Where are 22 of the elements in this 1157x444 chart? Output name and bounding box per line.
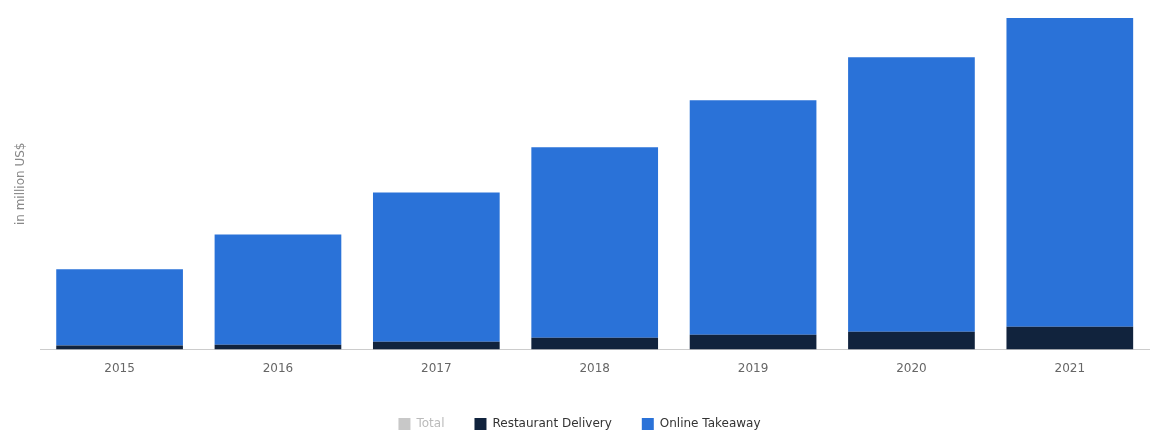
bar (372, 192, 500, 342)
bar (848, 331, 975, 350)
bar (531, 147, 659, 338)
bar (689, 334, 817, 350)
legend-label: Online Takeaway (659, 416, 761, 431)
x-tick-label: 2018 (579, 360, 610, 375)
bar (1006, 18, 1134, 327)
bar (848, 57, 975, 332)
bar (1006, 326, 1134, 350)
bar (689, 100, 817, 335)
bar (56, 269, 183, 346)
x-tick-label: 2019 (737, 360, 769, 375)
y-axis-title: in million US$ (13, 142, 28, 226)
legend-label: Total (415, 416, 445, 431)
x-tick-label: 2015 (104, 360, 135, 375)
bar (214, 234, 342, 345)
x-tick-label: 2020 (896, 360, 927, 375)
x-tick-label: 2021 (1054, 360, 1086, 375)
bar (531, 337, 659, 350)
x-tick-label: 2016 (262, 360, 294, 375)
x-tick-label: 2017 (421, 360, 452, 375)
legend-label: Restaurant Delivery (492, 416, 612, 431)
